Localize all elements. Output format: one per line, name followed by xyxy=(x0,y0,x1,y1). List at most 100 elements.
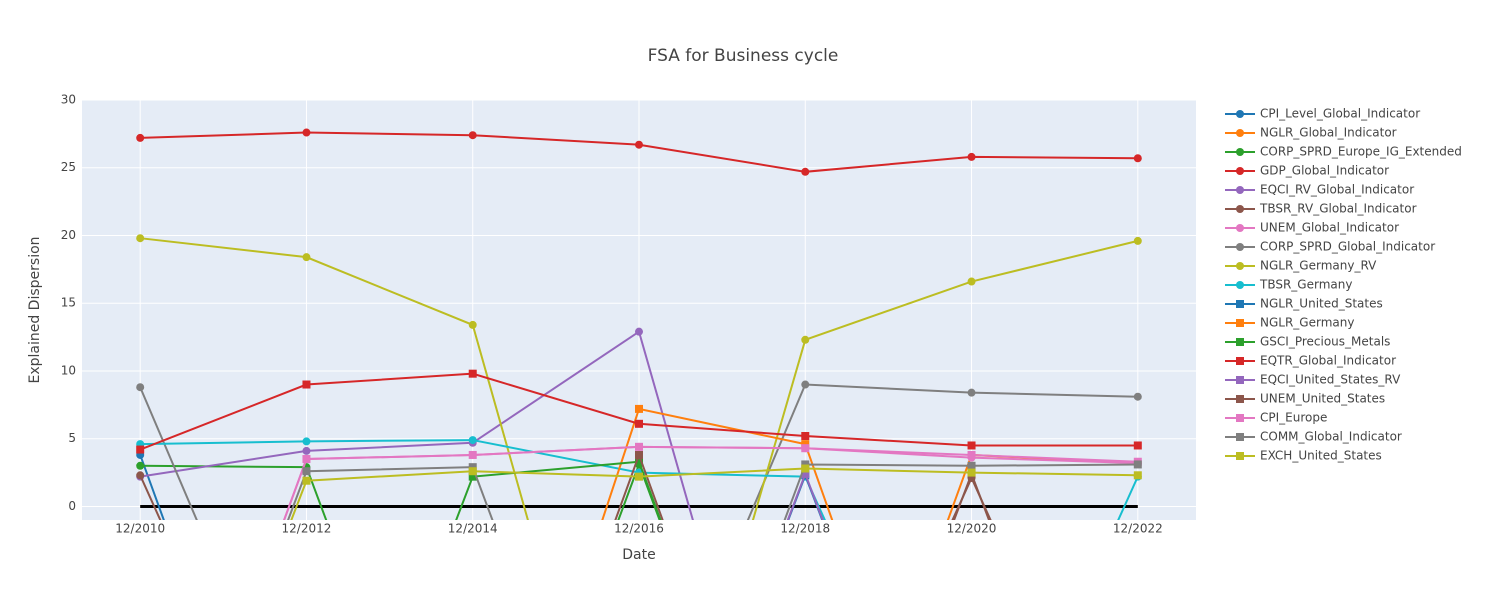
marker xyxy=(1236,110,1244,118)
x-tick-label: 12/2020 xyxy=(947,522,997,536)
legend-label: GDP_Global_Indicator xyxy=(1260,164,1389,178)
legend-label: NGLR_Germany xyxy=(1260,316,1354,330)
legend-label: EQTR_Global_Indicator xyxy=(1260,354,1396,368)
marker xyxy=(1133,154,1142,163)
marker xyxy=(801,167,810,176)
marker xyxy=(1236,338,1244,346)
legend-label: UNEM_United_States xyxy=(1260,392,1385,406)
marker xyxy=(635,419,643,428)
legend-label: CPI_Level_Global_Indicator xyxy=(1260,107,1420,121)
marker xyxy=(302,128,311,137)
marker xyxy=(1133,236,1142,245)
marker xyxy=(801,380,810,389)
legend-label: COMM_Global_Indicator xyxy=(1260,430,1402,444)
chart-title: FSA for Business cycle xyxy=(648,46,839,66)
marker xyxy=(1236,414,1244,422)
y-tick-label: 0 xyxy=(68,499,76,513)
marker xyxy=(635,327,643,336)
x-tick-label: 12/2012 xyxy=(282,522,332,536)
marker xyxy=(1133,471,1142,480)
legend-label: CORP_SPRD_Europe_IG_Extended xyxy=(1260,145,1462,159)
marker xyxy=(302,446,311,455)
marker xyxy=(136,445,145,454)
marker xyxy=(967,441,976,450)
plot xyxy=(136,128,1142,520)
marker xyxy=(468,436,477,445)
marker xyxy=(801,440,810,449)
marker xyxy=(1236,148,1244,156)
marker xyxy=(468,369,477,378)
legend-label: NGLR_United_States xyxy=(1260,297,1383,311)
marker xyxy=(136,234,145,243)
marker xyxy=(468,472,477,481)
marker xyxy=(1236,243,1244,251)
marker xyxy=(302,467,311,476)
legend: CPI_Level_Global_Indicator NGLR_Global_In… xyxy=(1225,107,1462,463)
marker xyxy=(136,471,145,480)
marker xyxy=(967,152,976,161)
marker xyxy=(967,468,976,477)
marker xyxy=(1236,452,1244,460)
legend-label: TBSR_Germany xyxy=(1259,278,1352,292)
marker xyxy=(1236,262,1244,270)
legend-label: UNEM_Global_Indicator xyxy=(1260,221,1399,235)
legend-label: GSCI_Precious_Metals xyxy=(1260,335,1390,349)
marker xyxy=(468,131,477,140)
x-tick-label: 12/2010 xyxy=(115,522,165,536)
marker xyxy=(302,455,311,464)
marker xyxy=(468,450,477,459)
marker xyxy=(136,133,145,142)
marker xyxy=(1236,205,1244,213)
y-tick-label: 25 xyxy=(61,160,76,174)
y-tick-label: 20 xyxy=(61,228,76,242)
marker xyxy=(302,380,311,389)
marker xyxy=(1236,281,1244,289)
legend-label: CPI_Europe xyxy=(1260,411,1327,425)
marker xyxy=(967,450,976,459)
marker xyxy=(635,404,643,413)
marker xyxy=(1133,460,1142,469)
marker xyxy=(302,437,311,446)
marker xyxy=(967,277,976,286)
legend-label: CORP_SPRD_Global_Indicator xyxy=(1260,240,1435,254)
marker xyxy=(801,444,810,453)
marker xyxy=(635,140,643,149)
y-axis-title: Explained Dispersion xyxy=(27,236,43,383)
marker xyxy=(635,442,643,451)
marker xyxy=(468,467,477,476)
y-tick-label: 10 xyxy=(61,363,76,377)
marker xyxy=(967,388,976,397)
legend-label: EXCH_United_States xyxy=(1260,449,1382,463)
legend-label: NGLR_Global_Indicator xyxy=(1260,126,1397,140)
marker xyxy=(801,335,810,344)
x-tick-label: 12/2016 xyxy=(614,522,664,536)
marker xyxy=(1236,167,1244,175)
x-tick-label: 12/2022 xyxy=(1113,522,1163,536)
legend-label: EQCI_RV_Global_Indicator xyxy=(1260,183,1414,197)
marker xyxy=(136,461,145,470)
marker xyxy=(801,460,810,469)
legend-label: EQCI_United_States_RV xyxy=(1260,373,1401,387)
marker xyxy=(302,476,311,485)
marker xyxy=(1236,433,1244,441)
marker xyxy=(302,253,311,262)
y-tick-label: 30 xyxy=(61,93,76,107)
x-tick-label: 12/2018 xyxy=(780,522,830,536)
marker xyxy=(468,463,477,472)
marker xyxy=(635,450,643,459)
x-tick-label: 12/2014 xyxy=(448,522,498,536)
marker xyxy=(1236,376,1244,384)
marker xyxy=(1236,319,1244,327)
marker xyxy=(468,320,477,329)
marker xyxy=(1236,395,1244,403)
y-tick-label: 15 xyxy=(61,296,76,310)
marker xyxy=(801,469,810,478)
x-axis-title: Date xyxy=(622,547,655,563)
marker xyxy=(1133,392,1142,401)
marker xyxy=(635,472,643,481)
legend-label: NGLR_Germany_RV xyxy=(1260,259,1377,273)
marker xyxy=(967,461,976,470)
marker xyxy=(635,457,643,466)
y-tick-label: 5 xyxy=(68,431,76,445)
